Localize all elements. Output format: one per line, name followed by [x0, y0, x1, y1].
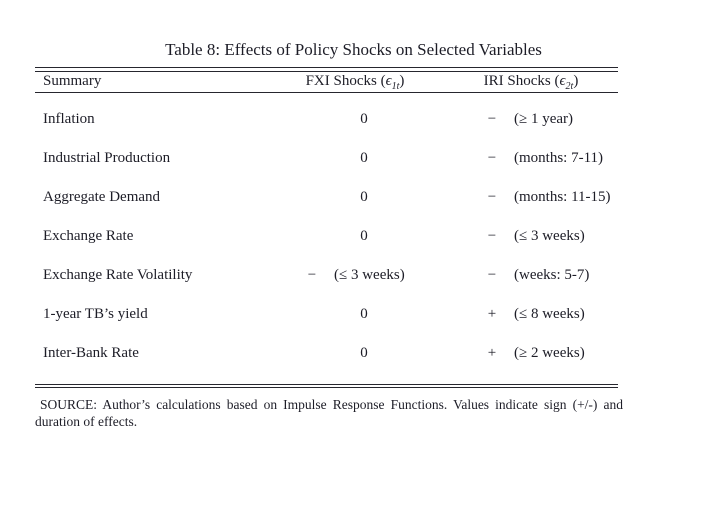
fxi-value: − (≤ 3 weeks): [240, 267, 470, 284]
iri-sign: −: [487, 149, 497, 166]
fxi-sign: 0: [360, 344, 368, 361]
header-summary: Summary: [43, 73, 102, 89]
row-label: Exchange Rate Volatility: [43, 266, 193, 283]
fxi-value: 0: [240, 150, 470, 167]
fxi-sign: 0: [360, 110, 368, 127]
table-body: Inflation 0 − (≥ 1 year) Industrial Produ…: [35, 93, 618, 373]
header-fxi-shocks: FXI Shocks (ϵ1t): [240, 73, 470, 92]
table-header-row: Summary FXI Shocks (ϵ1t) IRI Shocks (ϵ2t…: [35, 72, 618, 92]
table-bottom-rule: [35, 383, 618, 388]
epsilon-subscript: 2t: [565, 81, 574, 92]
iri-duration: (weeks: 5-7): [514, 266, 590, 283]
fxi-sign: 0: [360, 305, 368, 322]
table-row: Industrial Production 0 − (months: 7-11): [35, 139, 618, 178]
row-label: Inflation: [43, 110, 95, 127]
header-iri-text: IRI Shocks (: [483, 73, 560, 89]
fxi-value: 0: [240, 306, 470, 323]
epsilon-symbol: ϵ: [559, 73, 566, 89]
header-fxi-text: FXI Shocks (: [305, 73, 386, 89]
iri-sign: +: [487, 305, 497, 322]
source-note: SOURCE: Author’s calculations based on I…: [35, 397, 623, 430]
iri-duration: (≥ 2 weeks): [514, 344, 585, 361]
iri-sign: −: [487, 227, 497, 244]
iri-duration: (months: 11-15): [514, 188, 611, 205]
fxi-value: 0: [240, 111, 470, 128]
iri-duration: (≤ 8 weeks): [514, 305, 585, 322]
iri-sign: −: [487, 110, 497, 127]
iri-sign: −: [487, 266, 497, 283]
iri-value: − (months: 11-15): [470, 189, 618, 206]
header-iri-shocks: IRI Shocks (ϵ2t): [470, 73, 618, 92]
table-title: Table 8: Effects of Policy Shocks on Sel…: [165, 40, 542, 59]
row-label: Inter-Bank Rate: [43, 344, 139, 361]
fxi-sign: 0: [360, 227, 368, 244]
paper-page: Table 8: Effects of Policy Shocks on Sel…: [0, 40, 718, 526]
iri-value: + (≤ 8 weeks): [470, 306, 618, 323]
iri-value: − (months: 7-11): [470, 150, 618, 167]
fxi-duration: (≤ 3 weeks): [334, 266, 405, 283]
row-label: 1-year TB’s yield: [43, 305, 148, 322]
fxi-value: 0: [240, 228, 470, 245]
source-note-line: duration of effects.: [35, 413, 138, 429]
table-row: Aggregate Demand 0 − (months: 11-15): [35, 178, 618, 217]
table-row: Inter-Bank Rate 0 + (≥ 2 weeks): [35, 334, 618, 373]
table-top-rule: [35, 67, 618, 72]
fxi-sign: 0: [360, 149, 368, 166]
table-row: Exchange Rate 0 − (≤ 3 weeks): [35, 217, 618, 256]
header-iri-close: ): [573, 73, 579, 89]
source-note-line: SOURCE: Author’s calculations based on I…: [40, 397, 623, 412]
fxi-sign: −: [307, 266, 317, 283]
iri-sign: +: [487, 344, 497, 361]
iri-value: − (≥ 1 year): [470, 111, 618, 128]
table-row: Inflation 0 − (≥ 1 year): [35, 100, 618, 139]
table-row: 1-year TB’s yield 0 + (≤ 8 weeks): [35, 295, 618, 334]
iri-duration: (≥ 1 year): [514, 110, 574, 127]
iri-value: − (≤ 3 weeks): [470, 228, 618, 245]
epsilon-subscript: 1t: [391, 81, 400, 92]
row-label: Industrial Production: [43, 149, 171, 166]
fxi-value: 0: [240, 189, 470, 206]
header-bottom-rule: [35, 91, 618, 93]
header-fxi-close: ): [399, 73, 405, 89]
row-label: Exchange Rate: [43, 227, 134, 244]
fxi-value: 0: [240, 345, 470, 362]
epsilon-symbol: ϵ: [385, 73, 392, 89]
iri-sign: −: [487, 188, 497, 205]
table-row: Exchange Rate Volatility − (≤ 3 weeks) −(…: [35, 256, 618, 295]
fxi-sign: 0: [360, 188, 368, 205]
table-8: Summary FXI Shocks (ϵ1t) IRI Shocks (ϵ2t…: [35, 67, 618, 388]
row-label: Aggregate Demand: [43, 188, 161, 205]
iri-value: − (weeks: 5-7): [470, 267, 618, 284]
iri-duration: (≤ 3 weeks): [514, 227, 585, 244]
iri-duration: (months: 7-11): [514, 149, 604, 166]
iri-value: + (≥ 2 weeks): [470, 345, 618, 362]
